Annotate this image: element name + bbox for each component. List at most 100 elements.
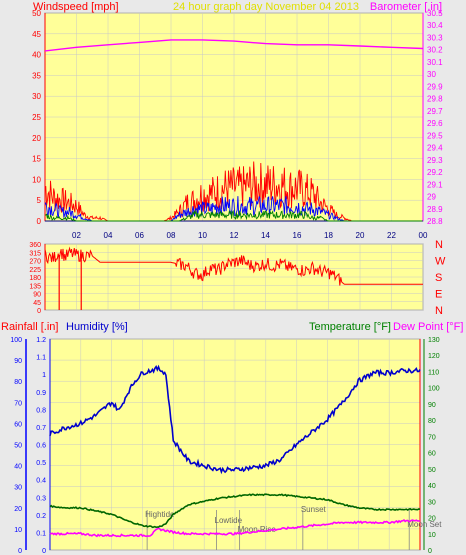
left-tick-label: 0 [37, 308, 41, 315]
temperature-tick-label: 50 [428, 467, 436, 474]
temperature-tick-label: 30 [428, 499, 436, 506]
wind-low-series [44, 209, 423, 222]
wind-barometer-panel: 0 5 10 15 20 25 30 35 40 45 50 02 04 06 08 10 12 14 16 18 20… [32, 9, 443, 240]
right-tick-label: 30 [427, 70, 436, 79]
x-tick-label: 02 [72, 231, 81, 240]
left-tick-label: 315 [29, 250, 41, 257]
event-marker-label: Moon Rise [238, 525, 277, 534]
humidity-tick-label: 90 [14, 358, 22, 365]
dewpoint-series [49, 518, 421, 538]
right-tick-label: 29.7 [427, 107, 443, 116]
x-tick-label: 10 [198, 231, 207, 240]
temperature-tick-label: 90 [428, 402, 436, 409]
temperature-tick-label: 70 [428, 434, 436, 441]
x-tick-label: 20 [356, 231, 365, 240]
temperature-tick-label: 20 [428, 516, 436, 523]
temperature-tick-label: 10 [428, 532, 436, 539]
temperature-tick-label: 110 [428, 369, 439, 376]
right-tick-label: 30.5 [427, 9, 443, 18]
humidity-axis-title: Humidity [%] [66, 321, 128, 333]
compass-label: S [435, 272, 442, 284]
left-tick-label: 20 [32, 134, 41, 143]
rainfall-tick-label: 1.2 [36, 337, 46, 344]
rainfall-tick-label: 0.4 [36, 478, 46, 485]
temperature-series [49, 493, 421, 529]
x-tick-label: 12 [230, 231, 239, 240]
humidity-series [49, 364, 421, 475]
rainfall-tick-label: 0.6 [36, 443, 46, 450]
left-tick-label: 25 [32, 113, 41, 122]
rainfall-axis-title: Rainfall [.in] [1, 321, 58, 333]
left-tick-label: 90 [33, 292, 41, 299]
x-tick-label: 08 [167, 231, 176, 240]
rainfall-tick-label: 0 [42, 548, 46, 555]
left-tick-label: 30 [32, 92, 41, 101]
left-tick-label: 10 [32, 175, 41, 184]
x-tick-label: 16 [293, 231, 302, 240]
dewpoint-axis-title: Dew Point [°F] [393, 321, 463, 333]
humidity-tick-label: 70 [14, 400, 22, 407]
left-tick-label: 45 [33, 300, 41, 307]
rainfall-tick-label: 1 [42, 372, 46, 379]
humidity-tick-label: 10 [14, 527, 22, 534]
right-tick-label: 29 [427, 193, 436, 202]
humidity-tick-label: 50 [14, 443, 22, 450]
right-tick-label: 30.2 [427, 46, 443, 55]
right-tick-label: 29.3 [427, 156, 443, 165]
left-tick-label: 135 [29, 283, 41, 290]
event-marker-label: Hightide [145, 510, 175, 519]
right-tick-label: 28.8 [427, 217, 443, 226]
left-tick-label: 15 [32, 155, 41, 164]
left-tick-label: 45 [32, 30, 41, 39]
humidity-tick-label: 80 [14, 379, 22, 386]
left-tick-label: 50 [32, 9, 41, 18]
temperature-tick-label: 0 [428, 548, 432, 555]
left-tick-label: 180 [29, 275, 41, 282]
windspeed-axis-title: Windspeed [mph] [33, 1, 119, 13]
right-tick-label: 30.4 [427, 21, 443, 30]
x-tick-label: 14 [261, 231, 270, 240]
left-tick-label: 0 [37, 217, 42, 226]
x-tick-label: 00 [419, 231, 428, 240]
right-tick-label: 29.5 [427, 131, 443, 140]
right-tick-label: 29.8 [427, 95, 443, 104]
rainfall-tick-label: 0.5 [36, 460, 46, 467]
humidity-tick-label: 40 [14, 464, 22, 471]
humidity-tick-label: 30 [14, 485, 22, 492]
right-tick-label: 29.2 [427, 168, 443, 177]
barometer-series [44, 39, 424, 52]
humidity-tick-label: 0 [18, 548, 22, 555]
humidity-tick-label: 60 [14, 421, 22, 428]
right-tick-label: 30.3 [427, 33, 443, 42]
compass-label: N [435, 239, 443, 251]
x-tick-label: 04 [104, 231, 113, 240]
temperature-tick-label: 40 [428, 483, 436, 490]
temperature-tick-label: 100 [428, 386, 440, 393]
temperature-tick-label: 80 [428, 418, 436, 425]
right-tick-label: 29.1 [427, 180, 443, 189]
event-marker-label: Moon Set [407, 520, 442, 529]
compass-label: E [435, 289, 442, 301]
left-tick-label: 40 [32, 51, 41, 60]
x-tick-label: 06 [135, 231, 144, 240]
temperature-tick-label: 60 [428, 451, 436, 458]
rainfall-tick-label: 0.3 [36, 495, 46, 502]
rainfall-tick-label: 0.1 [36, 530, 46, 537]
barometer-axis-title: Barometer [.in] [370, 1, 442, 13]
right-tick-label: 30.1 [427, 58, 443, 67]
temperature-axis-title: Temperature [°F] [309, 321, 391, 333]
humidity-tick-label: 100 [10, 337, 22, 344]
right-tick-label: 29.4 [427, 144, 443, 153]
event-marker-label: Sunset [301, 505, 327, 514]
right-tick-label: 29.9 [427, 82, 443, 91]
x-tick-label: 22 [387, 231, 396, 240]
compass-label: N [435, 305, 443, 317]
right-tick-label: 28.9 [427, 205, 443, 214]
temperature-tick-label: 130 [428, 337, 440, 344]
x-tick-label: 18 [324, 231, 333, 240]
event-marker-label: Lowtide [215, 516, 243, 525]
left-tick-label: 225 [29, 267, 41, 274]
rainfall-tick-label: 0.8 [36, 407, 46, 414]
